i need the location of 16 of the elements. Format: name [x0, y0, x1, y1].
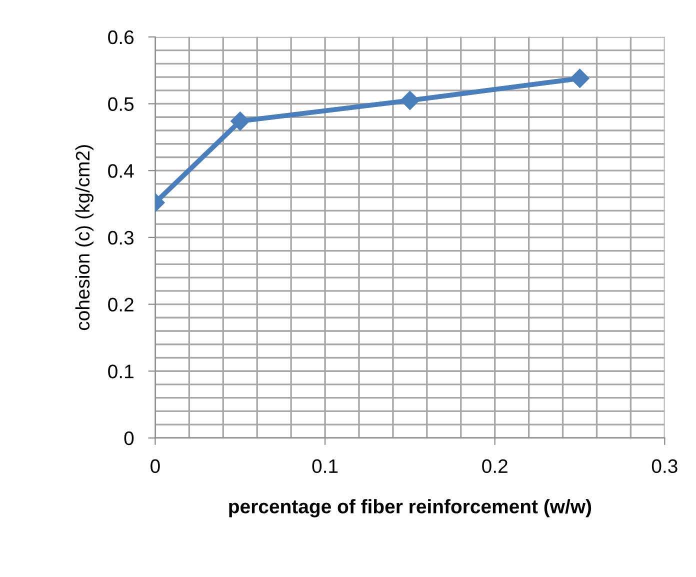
y-tick-label: 0.1	[108, 364, 134, 378]
y-tick-label: 0.3	[108, 230, 134, 245]
point	[230, 112, 250, 131]
x-tick-label: 0.1	[312, 459, 338, 474]
point	[570, 68, 590, 88]
x-tick-label: 0	[150, 459, 160, 474]
y-tick-label: 0.4	[108, 164, 134, 178]
y-tick-label: 0.2	[108, 298, 134, 312]
y-tick-label: 0.5	[108, 97, 134, 111]
y-axis-title: cohesion (c) (kg/cm2)	[75, 145, 94, 330]
point	[400, 90, 420, 110]
x-axis-title: percentage of fiber reinforcement (w/w)	[229, 499, 592, 518]
x-tick-label: 0.2	[482, 459, 508, 474]
x-tick-label: 0.3	[652, 459, 678, 474]
y-tick-label: 0	[124, 431, 134, 446]
y-tick-label: 0.6	[108, 30, 134, 44]
